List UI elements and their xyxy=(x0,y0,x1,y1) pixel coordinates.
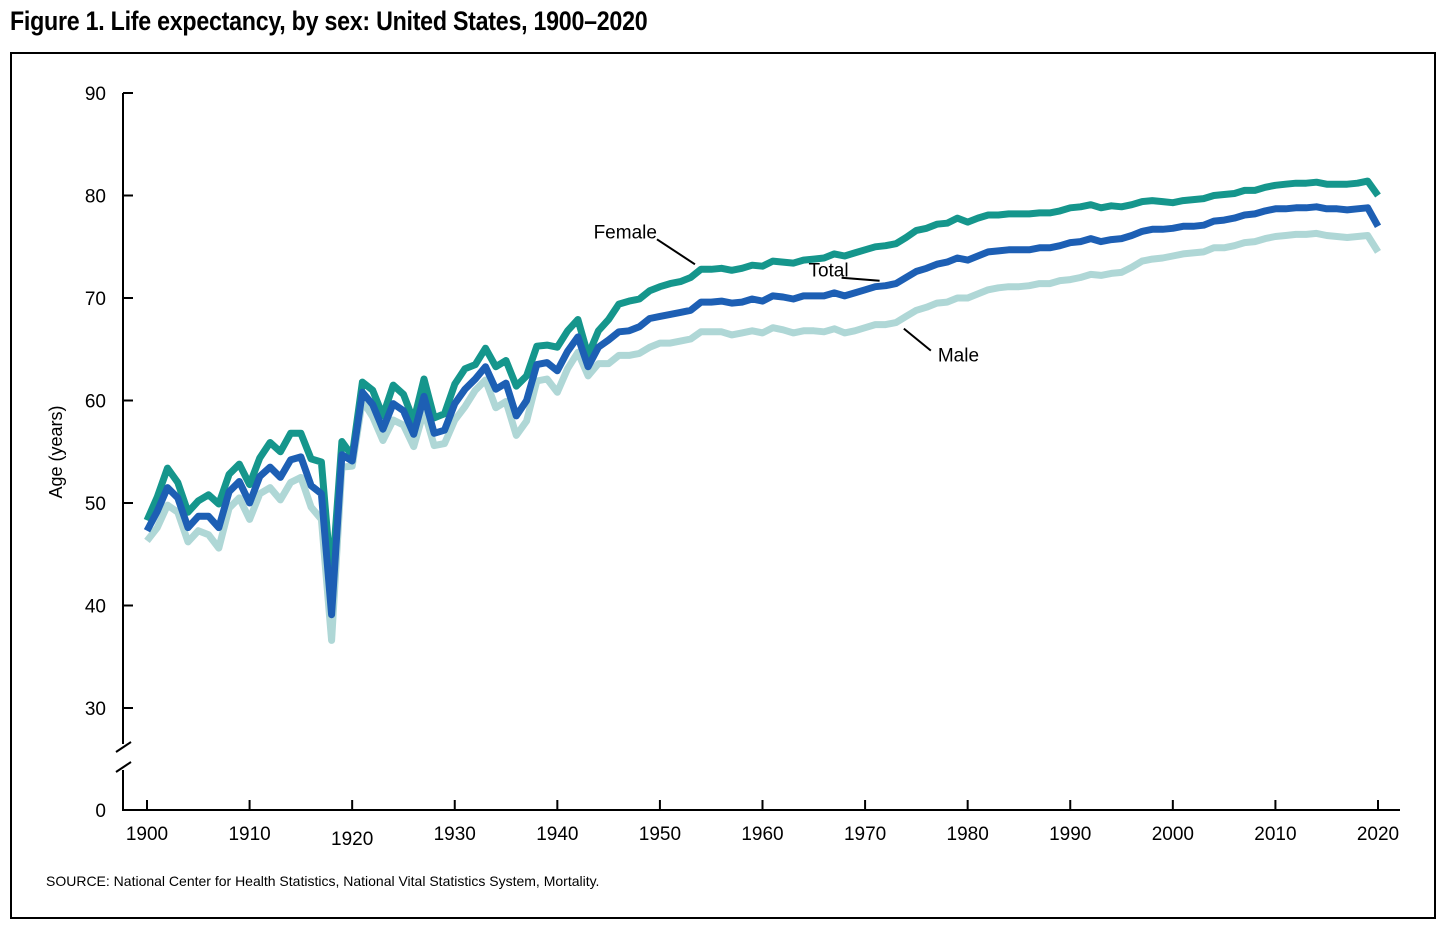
y-axis-break-mark-lower xyxy=(115,761,132,773)
series-line-female xyxy=(143,177,1381,587)
source-note: SOURCE: National Center for Health Stati… xyxy=(46,873,600,889)
label-female: Female xyxy=(594,222,657,243)
x-tick-label-1900: 1900 xyxy=(126,824,168,845)
y-tick-label-70: 70 xyxy=(85,289,106,310)
y-tick-label-0: 0 xyxy=(95,801,106,822)
y-axis-break-mark-upper xyxy=(115,741,132,753)
x-tick-label-2020: 2020 xyxy=(1357,824,1399,845)
x-tick-label-1910: 1910 xyxy=(228,824,270,845)
annotation-layer: Female Total Male xyxy=(594,222,979,366)
label-total-leader xyxy=(841,276,880,282)
x-tick-label-2010: 2010 xyxy=(1254,824,1296,845)
label-male: Male xyxy=(938,346,979,367)
x-tick-label-2000: 2000 xyxy=(1152,824,1194,845)
y-tick-label-80: 80 xyxy=(85,187,106,208)
x-tick-label-1990: 1990 xyxy=(1049,824,1091,845)
label-female-leader xyxy=(656,238,696,266)
y-tick-label-50: 50 xyxy=(85,494,106,515)
x-tick-label-1980: 1980 xyxy=(947,824,989,845)
label-total: Total xyxy=(808,261,848,282)
x-tick-label-1940: 1940 xyxy=(536,824,578,845)
series-line-male xyxy=(144,229,1381,644)
axes: 0 30 40 50 60 70 80 90 Age (years) 1900 1910 1920 19… xyxy=(46,84,1400,850)
series-line-total xyxy=(143,203,1382,619)
x-tick-label-1950: 1950 xyxy=(639,824,681,845)
y-tick-label-60: 60 xyxy=(85,392,106,413)
x-tick-label-1970: 1970 xyxy=(844,824,886,845)
x-tick-label-1960: 1960 xyxy=(741,824,783,845)
y-axis-title: Age (years) xyxy=(46,405,66,498)
y-tick-label-30: 30 xyxy=(85,699,106,720)
series-layer xyxy=(143,177,1382,644)
x-tick-label-1930: 1930 xyxy=(434,824,476,845)
x-tick-label-1920: 1920 xyxy=(331,829,373,850)
figure-title: Figure 1. Life expectancy, by sex: Unite… xyxy=(10,6,648,36)
chart-frame xyxy=(10,52,1436,919)
label-male-leader xyxy=(903,327,932,352)
y-tick-label-40: 40 xyxy=(85,597,106,618)
y-tick-label-90: 90 xyxy=(85,84,106,105)
